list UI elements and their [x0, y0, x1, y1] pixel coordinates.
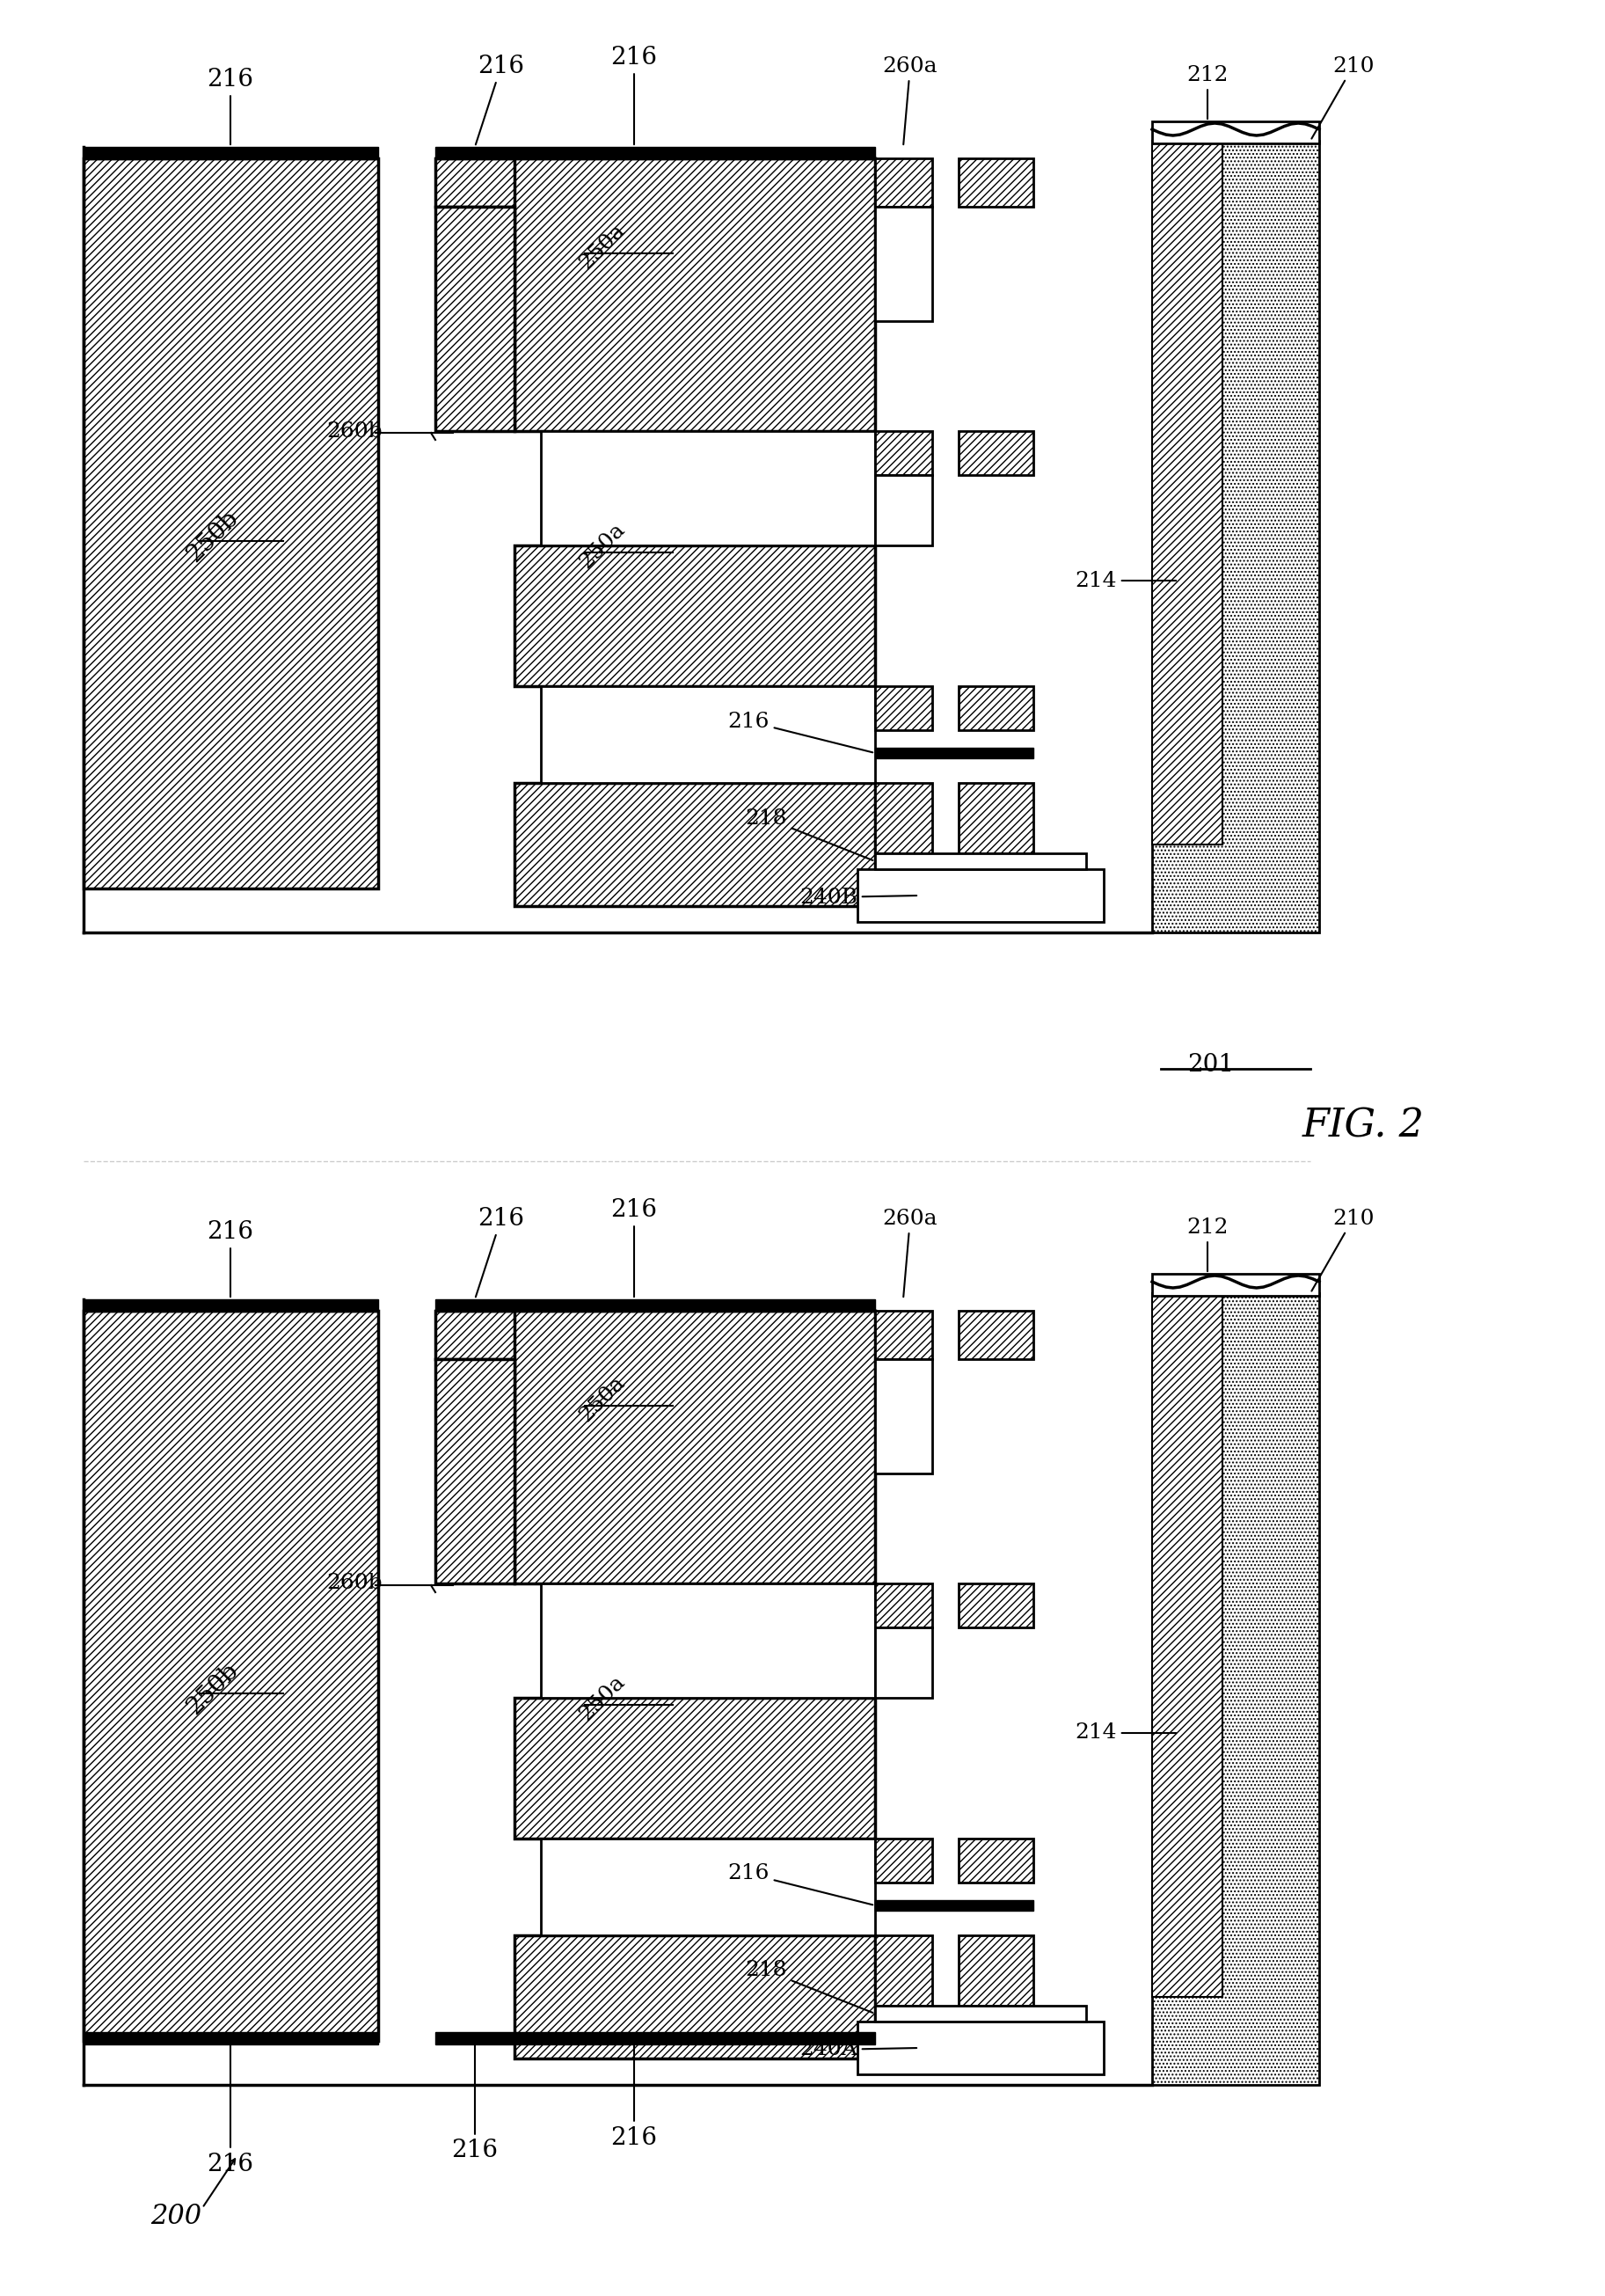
Text: 250a: 250a: [576, 1671, 629, 1724]
Bar: [958, 687, 1034, 730]
Text: 216: 216: [207, 1219, 254, 1297]
Bar: [958, 1936, 1034, 2007]
Text: 250a: 250a: [576, 220, 629, 273]
Bar: [875, 854, 1087, 870]
Bar: [83, 2032, 379, 2043]
Text: 216: 216: [727, 712, 873, 753]
Bar: [857, 870, 1104, 923]
Bar: [83, 158, 379, 889]
Bar: [958, 1311, 1034, 1359]
Bar: [933, 158, 958, 207]
Bar: [515, 2032, 875, 2043]
Bar: [83, 147, 379, 158]
Bar: [435, 207, 515, 432]
Bar: [875, 207, 933, 321]
Bar: [875, 1311, 933, 1359]
Bar: [435, 158, 875, 207]
Text: 216: 216: [727, 1864, 873, 1906]
Bar: [83, 1311, 379, 2041]
Text: 218: 218: [745, 808, 873, 861]
Text: 200: 200: [151, 2204, 202, 2229]
Bar: [83, 1300, 379, 1311]
Bar: [1152, 1293, 1223, 1998]
Bar: [1152, 122, 1319, 142]
Text: 260b: 260b: [326, 1573, 382, 1593]
Bar: [515, 158, 875, 432]
Text: 216: 216: [612, 1199, 658, 1297]
Bar: [875, 2007, 1087, 2020]
Text: 216: 216: [475, 55, 525, 145]
Text: 260b: 260b: [326, 420, 382, 441]
Text: 250b: 250b: [183, 1658, 244, 1720]
Text: 214: 214: [1075, 1722, 1176, 1743]
Text: 216: 216: [207, 2039, 254, 2177]
Bar: [875, 783, 933, 854]
Bar: [958, 432, 1034, 475]
Text: 201: 201: [1188, 1052, 1234, 1077]
Bar: [875, 432, 933, 475]
Text: 216: 216: [612, 46, 658, 145]
Bar: [875, 1359, 933, 1474]
Text: 250b: 250b: [183, 505, 244, 567]
Text: 216: 216: [451, 2039, 498, 2163]
Bar: [875, 748, 1034, 758]
Bar: [515, 783, 875, 907]
Text: 250a: 250a: [576, 519, 629, 572]
Text: 216: 216: [207, 67, 254, 145]
Text: 210: 210: [1311, 1208, 1374, 1290]
Bar: [435, 1300, 875, 1311]
Bar: [541, 1839, 875, 1936]
Bar: [435, 1311, 875, 1359]
Text: 216: 216: [612, 2039, 658, 2149]
Bar: [515, 1311, 875, 1584]
Text: 218: 218: [745, 1961, 873, 2014]
Bar: [875, 1839, 933, 1883]
Bar: [435, 1359, 515, 1584]
Bar: [958, 1839, 1034, 1883]
Bar: [958, 158, 1034, 207]
Text: 260a: 260a: [883, 1208, 937, 1297]
Bar: [515, 1936, 875, 2060]
Bar: [1152, 140, 1319, 932]
Text: FIG. 2: FIG. 2: [1302, 1107, 1424, 1146]
Bar: [875, 1936, 933, 2007]
Bar: [875, 1628, 933, 1697]
Text: 210: 210: [1311, 55, 1374, 138]
Text: 212: 212: [1186, 64, 1228, 119]
Text: 240A: 240A: [799, 2039, 916, 2060]
Bar: [958, 783, 1034, 854]
Bar: [541, 1584, 875, 1697]
Bar: [515, 546, 875, 687]
Bar: [875, 475, 933, 546]
Text: 260a: 260a: [883, 55, 937, 145]
Text: 250a: 250a: [576, 1373, 629, 1426]
Bar: [541, 432, 875, 546]
Text: 212: 212: [1186, 1217, 1228, 1272]
Bar: [1152, 1293, 1319, 2085]
Bar: [541, 687, 875, 783]
Bar: [1152, 1274, 1319, 1295]
Text: 216: 216: [475, 1205, 525, 1297]
Bar: [435, 147, 875, 158]
Text: 214: 214: [1075, 569, 1176, 590]
Bar: [875, 158, 933, 207]
Bar: [875, 1584, 933, 1628]
Bar: [1152, 140, 1223, 845]
Bar: [933, 1311, 958, 1359]
Bar: [435, 2032, 515, 2043]
Bar: [958, 1584, 1034, 1628]
Bar: [515, 1697, 875, 1839]
Text: 240B: 240B: [799, 886, 916, 907]
Bar: [875, 1901, 1034, 1910]
Bar: [875, 687, 933, 730]
Bar: [857, 2020, 1104, 2073]
